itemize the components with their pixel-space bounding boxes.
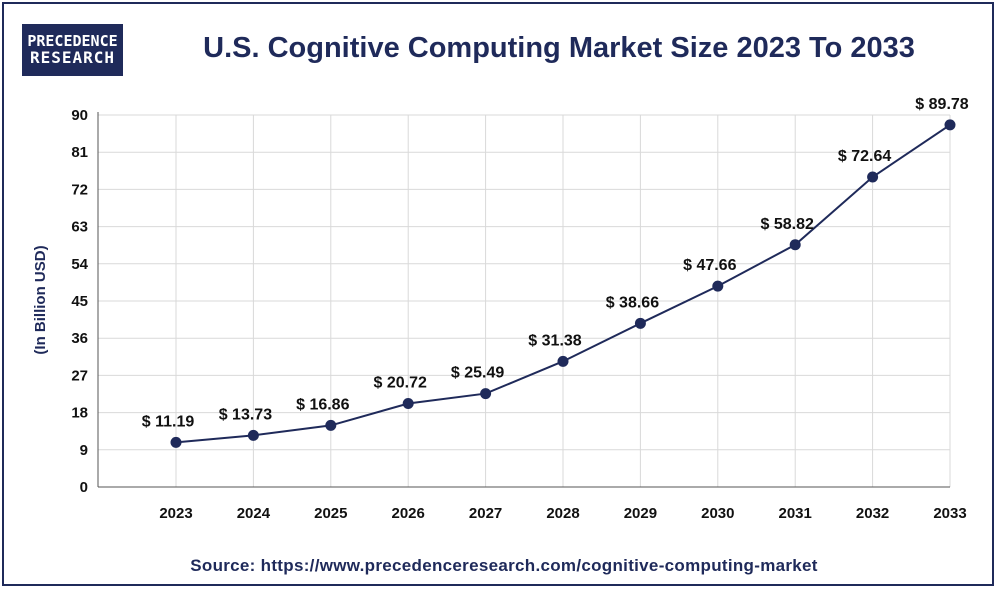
x-tick-label: 2027	[469, 505, 502, 522]
y-tick-label: 81	[71, 144, 88, 161]
x-tick-label: 2024	[237, 505, 271, 522]
logo-line-1: PRECEDENCE	[27, 31, 118, 50]
x-tick-label: 2026	[392, 505, 425, 522]
x-tick-label: 2030	[701, 505, 734, 522]
x-tick-label: 2033	[933, 505, 966, 522]
y-tick-label: 27	[71, 367, 88, 384]
y-axis-label: (In Billion USD)	[32, 245, 49, 354]
y-tick-label: 90	[71, 107, 88, 124]
y-tick-label: 0	[80, 479, 88, 496]
data-point	[480, 388, 492, 400]
chart-frame: PRECEDENCE RESEARCH U.S. Cognitive Compu…	[2, 2, 994, 586]
axis-layer: 0 9 18 27 36 45 54 63 72 81 90 2023 2024 2025 2026 2027…	[71, 107, 966, 522]
data-point	[789, 239, 801, 251]
data-point	[712, 280, 724, 292]
x-tick-label: 2028	[546, 505, 579, 522]
data-label: $ 16.86	[296, 396, 349, 413]
y-tick-label: 54	[71, 256, 88, 273]
y-tick-label: 18	[71, 405, 88, 422]
y-tick-label: 9	[80, 442, 88, 459]
chart-title: U.S. Cognitive Computing Market Size 202…	[203, 32, 915, 64]
x-tick-label: 2032	[856, 505, 889, 522]
y-tick-label: 72	[71, 181, 88, 198]
data-point	[325, 419, 337, 431]
logo-line-2: RESEARCH	[29, 48, 116, 68]
data-label: $ 31.38	[528, 332, 581, 349]
y-tick-label: 63	[71, 219, 88, 236]
source-note: Source: https://www.precedenceresearch.c…	[190, 556, 818, 575]
data-label: $ 38.66	[606, 294, 659, 311]
y-tick-label: 36	[71, 330, 88, 347]
data-point	[170, 436, 182, 448]
x-tick-label: 2025	[314, 505, 347, 522]
data-point	[867, 171, 879, 183]
data-label: $ 20.72	[374, 375, 427, 392]
data-label: $ 72.64	[838, 148, 891, 165]
data-point	[247, 429, 259, 441]
grid-layer	[98, 114, 951, 487]
data-label: $ 58.82	[761, 216, 814, 233]
y-tick-label: 45	[71, 293, 88, 310]
precedence-research-logo: PRECEDENCE RESEARCH	[22, 24, 123, 76]
x-tick-label: 2029	[624, 505, 657, 522]
data-label: $ 47.66	[683, 257, 736, 274]
data-point	[634, 317, 646, 329]
x-tick-label: 2031	[779, 505, 812, 522]
data-point	[402, 398, 414, 410]
labels-layer: $ 11.19 $ 13.73 $ 16.86 $ 20.72 $ 25.49 $ 31.…	[142, 96, 969, 430]
data-label: $ 89.78	[915, 96, 968, 113]
data-label: $ 11.19	[142, 413, 195, 430]
data-point	[944, 119, 956, 131]
data-point	[557, 355, 569, 367]
data-label: $ 25.49	[451, 365, 504, 382]
data-label: $ 13.73	[219, 406, 272, 423]
points-layer	[170, 119, 956, 448]
x-tick-label: 2023	[159, 505, 192, 522]
